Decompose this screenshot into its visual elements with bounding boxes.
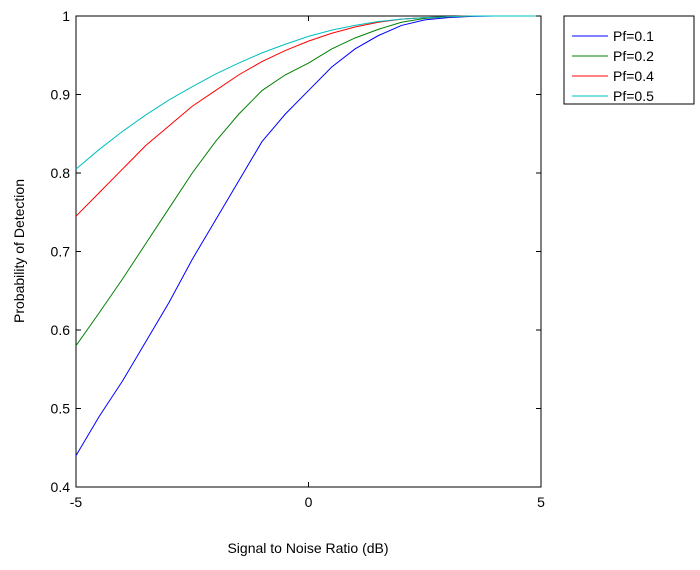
legend-label-3: Pf=0.4	[613, 68, 654, 84]
y-tick-label: 0.6	[51, 322, 71, 338]
series-lines	[75, 15, 541, 456]
legend-label-2: Pf=0.2	[613, 48, 654, 64]
plot-area	[75, 15, 542, 488]
series-line-4	[75, 15, 541, 170]
legend: Pf=0.1 Pf=0.2 Pf=0.4 Pf=0.5	[563, 15, 695, 105]
x-tick-label: -5	[70, 494, 83, 510]
x-tick-label: 0	[305, 494, 313, 510]
y-tick-label: 0.7	[51, 244, 71, 260]
legend-box	[563, 15, 695, 105]
y-axis-label: Probability of Detection	[11, 179, 27, 323]
y-tick-label: 0.4	[51, 479, 71, 495]
tick-labels: -5 0 5 0.4 0.5 0.6 0.7 0.8 0.9 1	[51, 8, 546, 510]
legend-label-4: Pf=0.5	[613, 88, 654, 104]
legend-label-1: Pf=0.1	[613, 28, 654, 44]
axis-ticks	[75, 15, 542, 488]
y-tick-label: 1	[62, 8, 70, 24]
y-tick-label: 0.5	[51, 401, 71, 417]
series-line-1	[75, 15, 541, 456]
y-tick-label: 0.9	[51, 87, 71, 103]
x-tick-label: 5	[537, 494, 545, 510]
x-axis-label: Signal to Noise Ratio (dB)	[227, 540, 388, 556]
y-tick-label: 0.8	[51, 165, 71, 181]
